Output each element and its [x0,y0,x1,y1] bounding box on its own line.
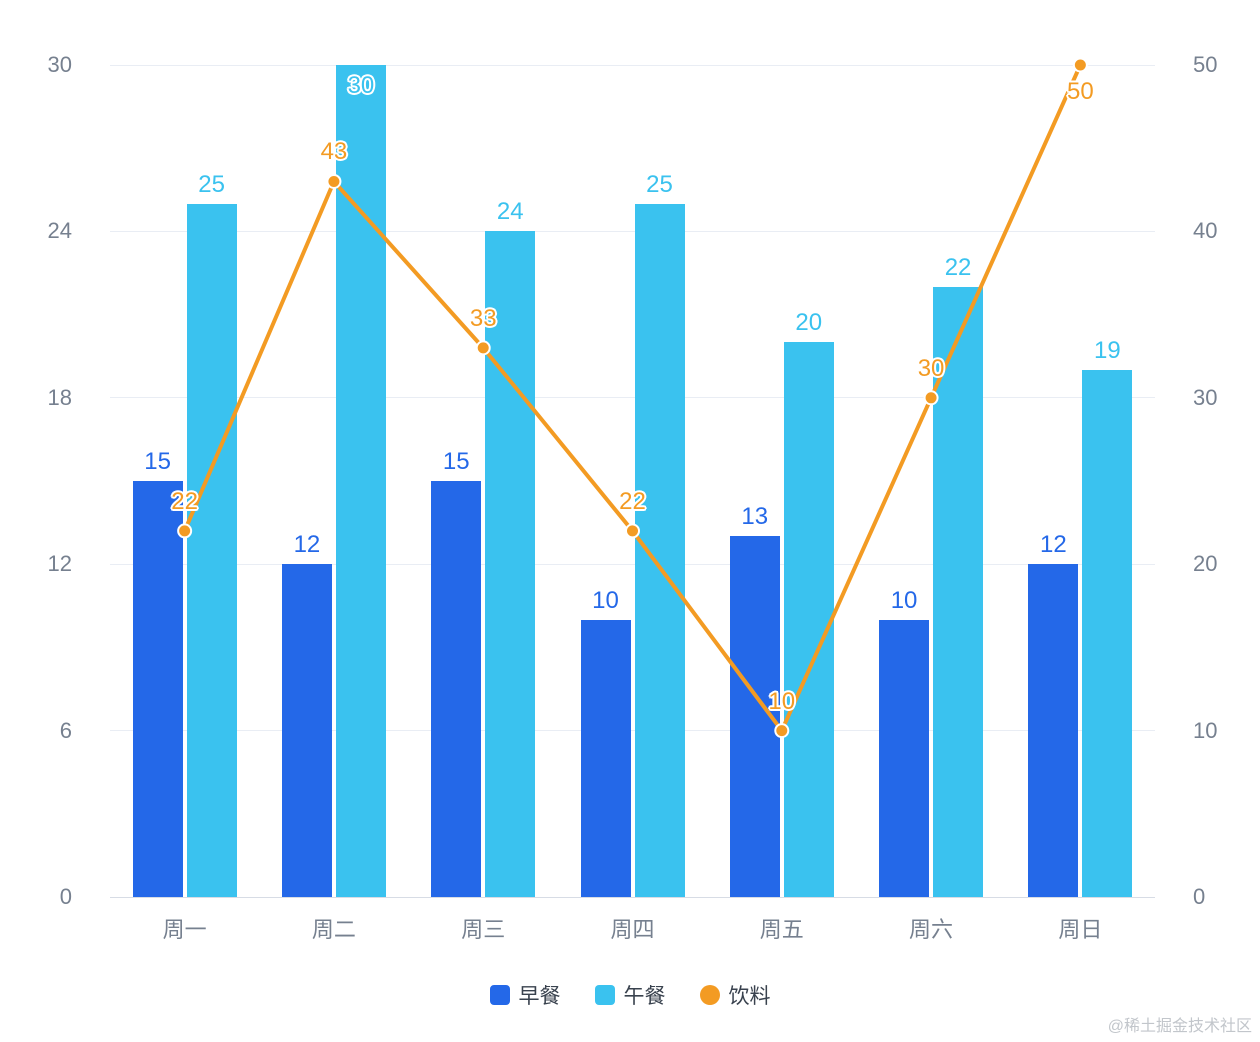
bar-value-label: 12 [1039,531,1067,559]
bar-value-label: 15 [144,448,171,475]
line-value-label: 33 [469,304,497,332]
y-axis-label-left: 18 [47,384,72,410]
bar-value-label: 25 [646,170,673,198]
legend-label: 午餐 [623,985,666,1008]
bar-breakfast [132,481,183,897]
bar-value-label: 13 [741,503,769,531]
bar-value-label: 25 [198,170,225,198]
y-axis-label-right: 10 [1193,717,1218,743]
line-value-label: 30 [917,354,945,382]
y-axis-label-right: 50 [1193,52,1218,77]
legend-circle-icon [699,985,720,1005]
y-axis-label-left: 24 [47,218,72,244]
y-axis-label-right: 0 [1193,884,1206,909]
line-value-label: 50 [1066,78,1094,105]
x-axis-label: 周一 [162,917,207,942]
line-value-label: 22 [619,487,646,515]
gridline [110,64,1155,66]
legend-item-breakfast[interactable]: 早餐 [489,980,561,1010]
x-axis-label: 周五 [759,917,804,942]
bar-breakfast [1028,564,1079,897]
bar-value-label: 24 [496,198,524,226]
bar-lunch [634,203,685,897]
legend-square-icon [489,985,510,1005]
legend-square-icon [594,985,615,1005]
bar-breakfast [879,619,930,897]
y-axis-label-right: 20 [1193,551,1218,577]
bar-value-label: 19 [1093,337,1121,365]
gridline [110,230,1155,232]
x-axis-label: 周四 [610,917,655,942]
bar-lunch [783,342,834,897]
y-axis-label-left: 30 [47,52,72,77]
bar-value-label: 10 [592,586,619,614]
bar-breakfast [281,564,332,897]
x-axis-label: 周二 [311,917,356,942]
bar-value-label: 30 [347,72,375,99]
legend-label: 早餐 [518,985,561,1008]
bar-value-label: 10 [890,586,918,614]
x-axis-line [110,896,1155,898]
bar-value-label: 15 [442,448,470,475]
line-value-label: 22 [171,487,198,515]
legend-item-lunch[interactable]: 午餐 [594,980,666,1010]
y-axis-label-left: 12 [47,551,72,577]
gridline [110,397,1155,399]
bar-lunch [335,65,386,897]
bar-value-label: 22 [944,253,972,281]
bar-value-label: 20 [795,309,823,337]
line-value-label: 43 [320,138,348,166]
legend-label: 饮料 [728,985,771,1008]
y-axis-label-right: 40 [1193,218,1218,244]
gridline [110,730,1155,732]
y-axis-label-left: 6 [59,717,72,743]
y-axis-label-left: 0 [59,884,72,909]
bar-breakfast [431,481,482,897]
bar-lunch [186,203,237,897]
line-value-label: 10 [768,687,796,715]
legend-item-drinks[interactable]: 饮料 [699,980,771,1010]
gridline [110,563,1155,565]
y-axis-label-right: 30 [1193,384,1218,410]
legend: 早餐 午餐 饮料 [0,980,1260,1010]
bar-lunch [1082,370,1133,897]
bar-value-label: 12 [293,531,321,559]
bar-breakfast [729,536,780,897]
bar-breakfast [580,619,631,897]
watermark: @稀土掘金技术社区 [1107,1018,1252,1035]
x-axis-label: 周日 [1058,917,1103,942]
x-axis-label: 周六 [909,917,954,942]
x-axis-label: 周三 [461,917,506,942]
